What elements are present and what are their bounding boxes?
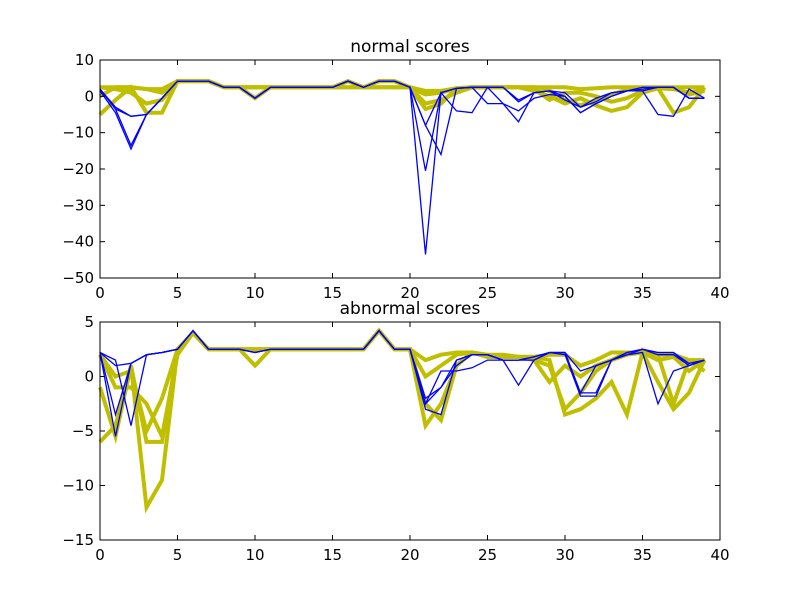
- x-tick-label: 0: [95, 546, 105, 564]
- y-tick-label: −30: [62, 196, 94, 214]
- y-tick-label: 0: [84, 87, 94, 105]
- x-tick-label: 15: [323, 284, 342, 302]
- chart-title: abnormal scores: [340, 299, 481, 319]
- y-tick-label: −10: [62, 124, 94, 142]
- x-tick-label: 20: [400, 546, 419, 564]
- x-tick-label: 25: [478, 546, 497, 564]
- x-tick-label: 5: [173, 284, 183, 302]
- x-tick-label: 10: [245, 546, 264, 564]
- y-tick-label: 10: [75, 51, 94, 69]
- y-tick-label: −20: [62, 160, 94, 178]
- y-tick-label: 5: [84, 313, 94, 331]
- x-tick-label: 35: [633, 284, 652, 302]
- axes-layer: 0 5 10 15 20 25 30 35 40 10 0 −10 −20 −30 −40 −50: [62, 51, 729, 302]
- plot-frame: [99, 321, 721, 541]
- x-tick-label: 0: [95, 284, 105, 302]
- y-tick-label: −15: [62, 531, 94, 549]
- chart-title: normal scores: [350, 37, 470, 57]
- series-layer: [98, 327, 707, 514]
- x-tick-label: 15: [323, 546, 342, 564]
- x-tick-label: 35: [633, 546, 652, 564]
- y-tick-label: −10: [62, 477, 94, 495]
- blue-series-line-8: [99, 329, 705, 426]
- x-tick-label: 20: [400, 284, 419, 302]
- abnormal-scores-panel: abnormal scores 0 5 10 15 20 25 30 35 40 5 0 −5 −10 −…: [62, 299, 729, 564]
- x-tick-label: 40: [710, 546, 729, 564]
- x-tick-label: 30: [555, 546, 574, 564]
- plot-frame: [99, 59, 721, 279]
- x-tick-label: 30: [555, 284, 574, 302]
- x-tick-label: 5: [173, 546, 183, 564]
- blue-series-line-8: [99, 80, 705, 128]
- y-tick-label: 0: [84, 368, 94, 386]
- x-tick-label: 10: [245, 284, 264, 302]
- x-tick-label: 40: [710, 284, 729, 302]
- axes-layer: 0 5 10 15 20 25 30 35 40 5 0 −5 −10 −15: [62, 313, 729, 564]
- series-layer: [98, 78, 707, 255]
- y-tick-label: −40: [62, 233, 94, 251]
- y-tick-label: −5: [72, 422, 94, 440]
- normal-scores-panel: normal scores 0 5 10 15 20 25 30 35 40 10 0 −10 −20 −…: [62, 37, 729, 302]
- y-tick-label: −50: [62, 269, 94, 287]
- x-tick-label: 25: [478, 284, 497, 302]
